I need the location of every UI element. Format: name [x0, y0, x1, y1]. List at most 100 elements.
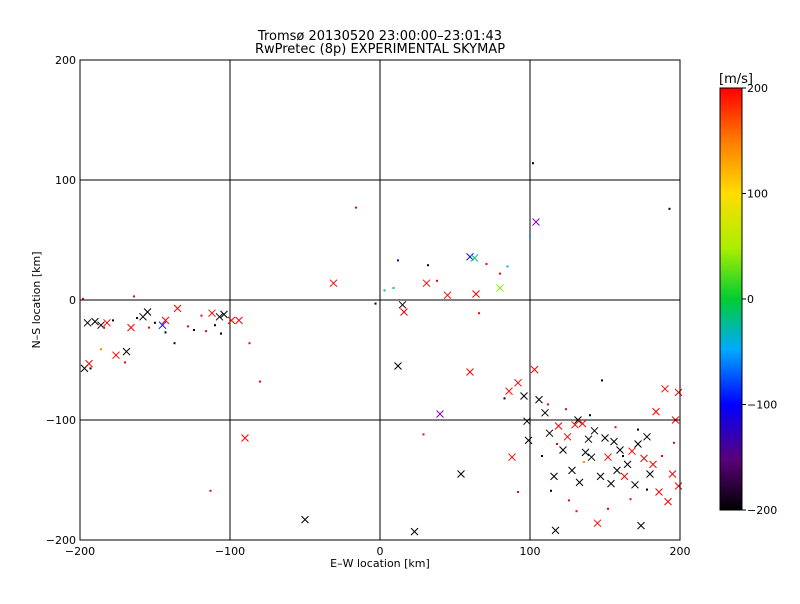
- y-tick-label: 0: [69, 294, 76, 307]
- point-dot: [374, 302, 377, 305]
- point-cross: [112, 351, 120, 360]
- point-cross: [655, 488, 663, 496]
- colorbar-tick-label: 200: [747, 82, 768, 95]
- point-cross: [649, 460, 657, 469]
- point-cross: [554, 422, 563, 430]
- point-dot: [478, 312, 480, 315]
- point-dot: [248, 342, 251, 345]
- point-cross: [122, 347, 131, 356]
- point-dot: [565, 408, 567, 411]
- point-cross: [568, 466, 576, 475]
- point-cross: [620, 472, 629, 481]
- point-cross: [652, 407, 660, 416]
- point-cross: [574, 416, 582, 424]
- point-dot: [112, 319, 114, 322]
- point-cross: [422, 279, 431, 288]
- point-dot: [187, 325, 189, 328]
- colorbar: [719, 87, 743, 511]
- x-tick-label: −200: [65, 545, 95, 558]
- point-dot: [82, 297, 84, 300]
- data-points: [80, 162, 683, 536]
- point-cross: [410, 527, 419, 536]
- point-dot: [517, 491, 519, 493]
- point-dot: [556, 443, 558, 445]
- point-cross: [173, 304, 182, 313]
- point-cross: [550, 472, 558, 481]
- point-cross: [640, 454, 648, 463]
- point-cross: [559, 446, 567, 454]
- point-dot: [193, 329, 195, 331]
- point-cross: [631, 480, 639, 489]
- point-dot: [154, 321, 156, 324]
- point-dot: [629, 498, 632, 501]
- point-dot: [133, 295, 135, 298]
- point-cross: [470, 254, 479, 262]
- point-dot: [397, 259, 399, 262]
- point-dot: [622, 455, 624, 457]
- point-cross: [400, 308, 408, 316]
- point-dot: [532, 162, 534, 165]
- point-cross: [235, 316, 243, 325]
- point-cross: [593, 519, 602, 528]
- x-axis-label: E–W location [km]: [330, 557, 430, 570]
- point-cross: [674, 482, 683, 490]
- point-cross: [103, 318, 111, 327]
- axis-ticks: −200 −100 0 100 200 −200 −100 0 100 200: [46, 54, 691, 558]
- point-dot: [164, 331, 167, 334]
- point-cross: [601, 434, 609, 442]
- point-cross: [329, 279, 338, 288]
- point-cross: [524, 436, 533, 445]
- point-cross: [535, 395, 543, 404]
- point-cross: [443, 291, 452, 300]
- point-cross: [668, 470, 677, 478]
- point-cross: [664, 497, 672, 506]
- point-dot: [392, 287, 395, 289]
- point-cross: [158, 321, 167, 330]
- x-tick-label: 100: [520, 545, 541, 558]
- point-cross: [581, 448, 590, 457]
- point-cross: [623, 460, 632, 469]
- point-dot: [668, 207, 671, 210]
- point-cross: [530, 365, 539, 374]
- y-axis-label: N–S location [km]: [30, 251, 43, 348]
- x-tick-label: −100: [215, 545, 245, 558]
- colorbar-ticks: 200 100 0 −100 −200: [742, 82, 777, 517]
- point-cross: [613, 466, 621, 475]
- point-dot: [547, 403, 549, 406]
- y-tick-label: 100: [55, 174, 76, 187]
- colorbar-label: [m/s]: [719, 72, 753, 87]
- point-dot: [200, 314, 203, 317]
- point-dot: [214, 324, 216, 327]
- point-cross: [523, 417, 531, 426]
- point-cross: [578, 419, 587, 428]
- point-cross: [241, 434, 249, 442]
- point-dot: [148, 326, 150, 329]
- point-dot: [124, 361, 126, 364]
- point-dot: [100, 348, 102, 351]
- point-cross: [457, 470, 465, 478]
- point-cross: [143, 308, 152, 316]
- point-cross: [505, 387, 513, 396]
- colorbar-tick-label: 0: [747, 293, 754, 306]
- point-cross: [220, 310, 228, 319]
- point-cross: [634, 440, 642, 448]
- point-dot: [136, 317, 138, 319]
- point-dot: [661, 455, 663, 457]
- colorbar-tick-label: −200: [747, 504, 777, 517]
- point-cross: [436, 410, 444, 418]
- point-cross: [616, 446, 624, 454]
- point-cross: [637, 521, 645, 530]
- point-cross: [596, 472, 605, 481]
- point-cross: [398, 300, 407, 309]
- point-dot: [589, 414, 591, 417]
- point-dot: [601, 379, 603, 382]
- point-dot: [541, 455, 543, 457]
- point-cross: [127, 323, 135, 332]
- point-dot: [259, 380, 261, 383]
- point-dot: [503, 397, 506, 400]
- point-cross: [610, 437, 618, 446]
- point-dot: [103, 326, 105, 329]
- point-cross: [590, 426, 599, 435]
- point-dot: [173, 342, 176, 345]
- point-dot: [485, 263, 488, 265]
